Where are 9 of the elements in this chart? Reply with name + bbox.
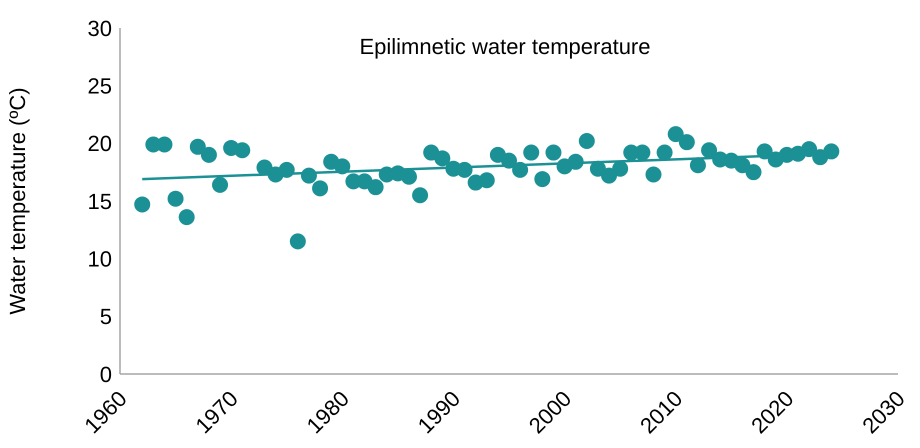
y-tick-label: 30	[88, 16, 112, 41]
y-axis-title: Water temperature (ºC)	[4, 87, 30, 315]
y-tick-label: 15	[88, 188, 112, 214]
chart-title: Epilimnetic water temperature	[359, 34, 651, 59]
y-tick-label: 20	[88, 131, 112, 156]
y-tick-label: 5	[100, 304, 112, 330]
y-tick-label: 25	[88, 73, 112, 98]
y-tick-label: 0	[100, 362, 112, 387]
y-tick-label: 10	[88, 246, 112, 272]
